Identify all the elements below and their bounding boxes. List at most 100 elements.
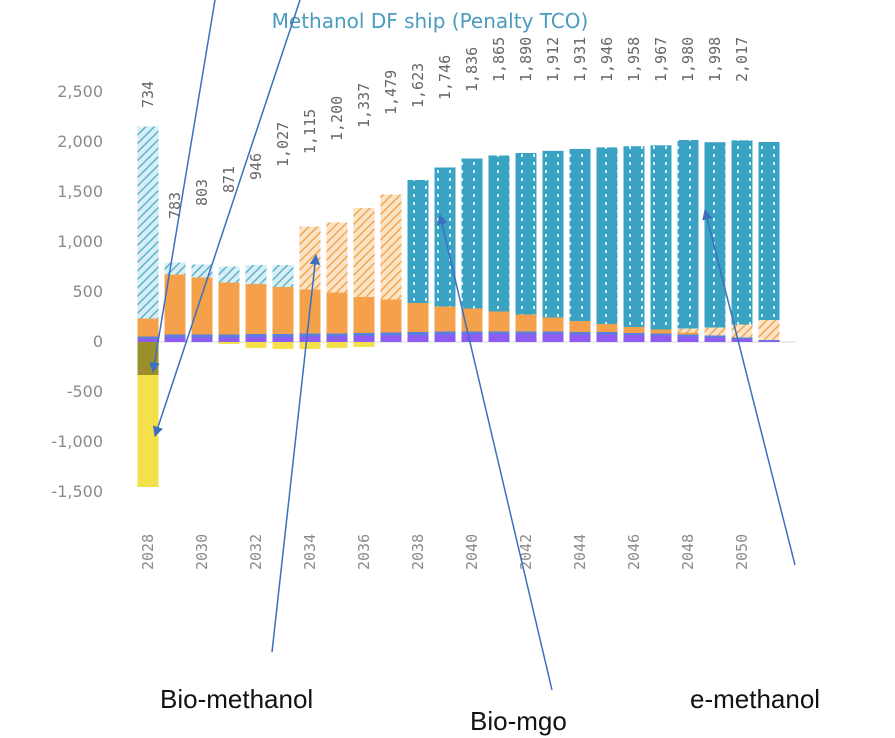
total-label: 1,998	[706, 37, 724, 82]
bar-segment-bio-methanol-hatch	[380, 194, 402, 300]
bar-segment-e-methanol	[650, 145, 672, 330]
bar-segment-blue-thin	[677, 334, 699, 337]
arrow-top-2	[153, 0, 301, 437]
total-label: 803	[193, 179, 211, 206]
bar-segment-bio-methanol-hatch	[758, 320, 780, 340]
bar-segment-bio-mgo	[137, 318, 159, 337]
bar-segment-yellow-neg	[218, 342, 240, 344]
bar-segment-bio-mgo	[542, 317, 564, 332]
bar-segment-bio-mgo	[245, 284, 267, 334]
bar-segment-purple	[137, 339, 159, 342]
total-label: 1,931	[571, 37, 589, 82]
bar-segment-purple	[542, 334, 564, 342]
bar-segment-bio-mgo	[488, 311, 510, 332]
bar-segment-blue-thin	[596, 332, 618, 335]
x-tick-label: 2044	[571, 534, 589, 570]
total-label: 1,200	[328, 96, 346, 141]
bar-segment-blue-thin	[380, 332, 402, 336]
bar-segment-purple	[731, 339, 753, 342]
bar-segment-purple	[488, 334, 510, 342]
bar-segment-blue-thin	[704, 335, 726, 338]
bar-segment-blue-thin	[326, 333, 348, 337]
bar-segment-yellow-neg	[326, 342, 348, 348]
x-tick-label: 2048	[679, 534, 697, 570]
bar-segment-yellow-neg	[137, 375, 159, 487]
total-label: 1,967	[652, 37, 670, 82]
bar-segment-bio-mgo	[326, 292, 348, 334]
bar-segment-bio-mgo	[434, 306, 456, 332]
bar-segment-blue-thin	[407, 332, 429, 335]
annotation-bio-mgo: Bio-mgo	[470, 706, 567, 736]
total-label: 871	[220, 166, 238, 193]
bar-segment-purple	[380, 335, 402, 342]
bar-segment-purple	[218, 337, 240, 342]
bar-segment-blue-thin	[137, 336, 159, 339]
bar-segment-fossil-hatch	[137, 126, 159, 319]
bar-segment-purple	[326, 336, 348, 342]
bars-group	[137, 126, 780, 487]
bar-segment-bio-mgo	[218, 282, 240, 335]
bar-segment-bio-mgo	[623, 327, 645, 333]
bar-segment-bio-methanol-hatch	[299, 226, 321, 290]
bar-segment-blue-thin	[272, 334, 294, 337]
total-label: 1,980	[679, 37, 697, 82]
total-label: 2,017	[733, 37, 751, 82]
bar-segment-blue-thin	[515, 331, 537, 334]
bar-segment-e-methanol	[623, 146, 645, 327]
bar-segment-bio-mgo	[380, 299, 402, 333]
bar-segment-bio-methanol-hatch	[326, 222, 348, 293]
bar-segment-purple	[191, 337, 213, 342]
bar-segment-bio-methanol-hatch	[677, 328, 699, 333]
annotation-arrows	[149, 0, 796, 691]
y-tick-label: 2,500	[57, 82, 103, 101]
total-label: 1,115	[301, 109, 319, 154]
bar-segment-yellow-neg	[245, 342, 267, 348]
x-tick-label: 2038	[409, 534, 427, 570]
bar-segment-e-methanol	[704, 142, 726, 328]
bar-segment-bio-methanol-hatch	[353, 208, 375, 297]
bar-segment-blue-thin	[191, 334, 213, 338]
bar-segment-blue-thin	[569, 332, 591, 335]
bar-segment-e-methanol	[731, 140, 753, 325]
bar-segment-blue-thin	[542, 331, 564, 334]
y-tick-label: 0	[93, 332, 103, 351]
bar-segment-purple	[299, 336, 321, 342]
bar-segment-blue-thin	[623, 333, 645, 335]
x-tick-label: 2050	[733, 534, 751, 570]
bar-segment-bio-methanol-hatch	[704, 327, 726, 336]
bar-segment-bio-mgo	[677, 332, 699, 335]
bar-segment-fossil-hatch	[191, 264, 213, 278]
arrow-bio-mgo	[437, 213, 553, 691]
bar-segment-e-methanol	[596, 147, 618, 324]
x-tick-label: 2028	[139, 534, 157, 570]
bar-segment-purple	[461, 334, 483, 342]
bar-segment-fossil-hatch	[164, 262, 186, 275]
bar-segment-blue-thin	[731, 337, 753, 339]
bar-segment-fossil-hatch	[218, 266, 240, 283]
y-axis: 2,500 2,000 1,500 1,000 500 0 -500 -1,000 -1,500	[51, 82, 103, 501]
total-label: 946	[247, 153, 265, 180]
annotation-bio-methanol: Bio-methanol	[160, 684, 313, 714]
arrow-bio-methanol	[271, 253, 321, 653]
bar-segment-e-methanol	[677, 140, 699, 329]
total-label: 734	[139, 81, 157, 108]
bar-segment-purple	[245, 337, 267, 342]
x-axis: 2028 2030 2032 2034 2036 2038 2040 2042 2044 2046…	[139, 534, 751, 570]
x-tick-label: 2032	[247, 534, 265, 570]
bar-segment-blue-thin	[758, 340, 780, 341]
total-label: 1,623	[409, 63, 427, 108]
arrow-e-methanol	[702, 208, 796, 566]
x-tick-label: 2030	[193, 534, 211, 570]
bar-segment-purple	[434, 334, 456, 342]
bar-segment-blue-thin	[353, 333, 375, 336]
bar-segment-bio-mgo	[515, 314, 537, 332]
bar-segment-bio-mgo	[353, 297, 375, 333]
bar-segment-fossil-hatch	[245, 265, 267, 284]
bar-segment-bio-mgo	[569, 321, 591, 332]
bar-segment-fossil-hatch	[272, 265, 294, 287]
bar-segment-purple	[704, 337, 726, 342]
bar-segment-blue-thin	[164, 334, 186, 338]
bar-segment-purple	[515, 334, 537, 342]
total-label: 1,479	[382, 70, 400, 115]
